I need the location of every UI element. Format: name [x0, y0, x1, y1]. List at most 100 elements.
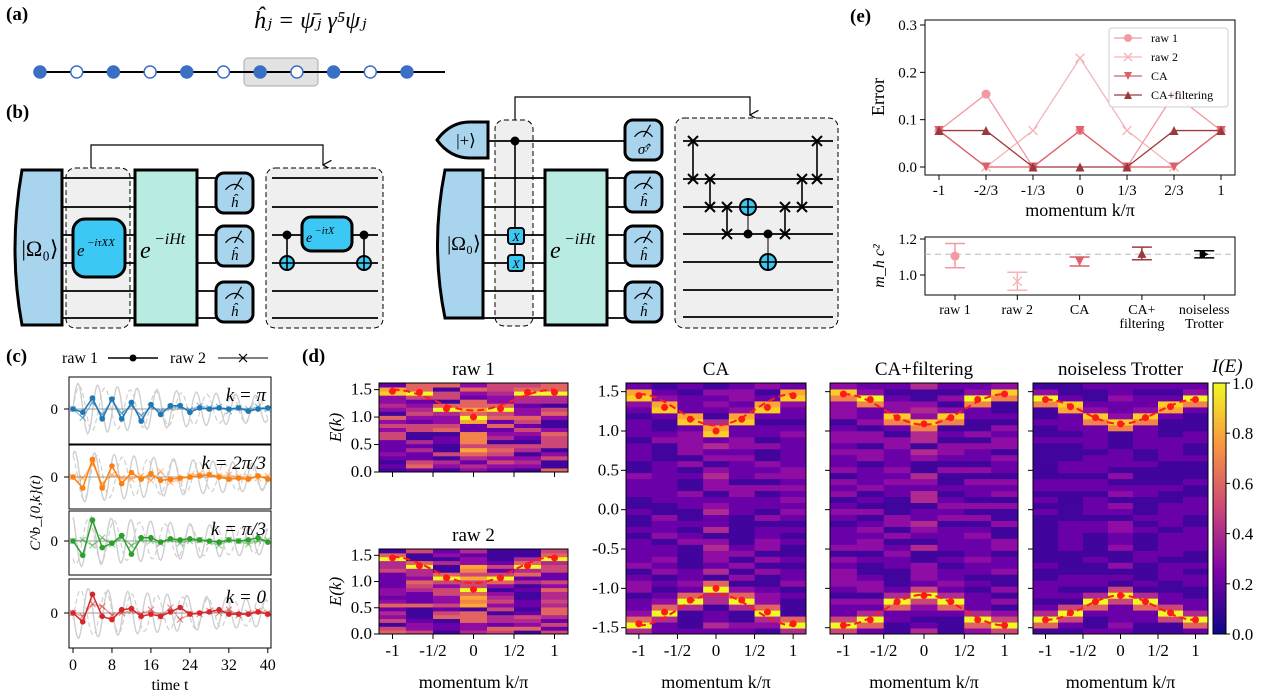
heatmap-cell — [703, 580, 730, 587]
raw1-point — [79, 485, 86, 491]
colorbar-tick-label: 0.2 — [1232, 575, 1253, 594]
raw1-point — [128, 605, 135, 612]
dispersion-point — [524, 388, 532, 396]
heatmap-cell — [910, 442, 938, 450]
x-tick-label: 0 — [712, 641, 721, 660]
heatmap-cell — [406, 556, 434, 562]
heatmap-cell — [937, 478, 965, 486]
heatmap-cell — [651, 604, 678, 611]
heatmap-cell — [1058, 616, 1084, 623]
heatmap-cell — [856, 568, 885, 575]
heatmap-cell — [1158, 412, 1184, 420]
y-axis-label: Error — [868, 78, 888, 116]
heatmap-cell — [406, 603, 434, 608]
heatmap-cell — [541, 572, 569, 577]
raw1-point — [99, 613, 106, 620]
heatmap-cell — [883, 568, 912, 575]
heatmap-cell — [1183, 556, 1209, 563]
heatmap-cell — [1183, 484, 1209, 492]
heatmap-cell — [1183, 568, 1209, 575]
heatmap-cell — [937, 544, 965, 551]
heatmap-cell — [991, 544, 1019, 551]
heatmap-cell — [780, 592, 807, 599]
heatmap-cell — [487, 443, 515, 449]
dispersion-point — [1066, 403, 1074, 411]
heatmap-cell — [1158, 496, 1184, 504]
y-tick-label: 0.0 — [351, 624, 372, 643]
heatmap-cell — [991, 460, 1019, 468]
dispersion-point — [389, 554, 396, 562]
heatmap-cell — [406, 455, 434, 461]
heatmap-cell — [883, 424, 912, 432]
heatmap-cell — [626, 383, 653, 390]
heatmap-cell — [1058, 490, 1084, 498]
heatmap-cell — [780, 424, 807, 432]
heatmap-cell — [964, 628, 992, 635]
dashed-box-expanded — [674, 117, 839, 329]
raw1-point — [128, 469, 135, 476]
heatmap-cell — [991, 383, 1019, 390]
heatmap-cell — [651, 580, 678, 587]
evolution-base: e — [550, 238, 561, 264]
heatmap-cell — [514, 622, 542, 627]
heatmap-cell — [964, 586, 992, 593]
heatmap-cell — [856, 430, 885, 438]
heatmap-cell — [964, 550, 992, 557]
heatmap-cell — [651, 442, 678, 450]
heatmap-cell — [651, 622, 678, 629]
category-label: noiseless — [1179, 303, 1230, 318]
heatmap-cell — [406, 568, 434, 573]
raw2-point — [176, 616, 184, 624]
heatmap-cell — [856, 610, 885, 617]
heatmap-cell — [460, 579, 488, 585]
heatmap-cell — [433, 606, 461, 612]
heatmap-cell — [1058, 526, 1084, 533]
raw1-point — [235, 611, 242, 617]
heatmap-cell — [433, 439, 461, 445]
x-axis-label: momentum k/π — [1066, 672, 1176, 692]
heatmap-cell — [1133, 460, 1159, 468]
heatmap-cell — [1058, 556, 1084, 563]
heatmap-cell — [830, 532, 858, 539]
heatmap-cell — [728, 424, 756, 432]
heatmap-cell — [856, 460, 885, 468]
heatmap-cell — [830, 592, 858, 599]
heatmap-cell — [754, 520, 781, 527]
heatmap-cell — [856, 514, 885, 521]
raw1-point — [148, 470, 154, 477]
heatmap-cell — [964, 442, 992, 450]
heatmap-cell — [830, 568, 858, 575]
heatmap-cell — [1083, 406, 1109, 414]
raw1-point — [128, 399, 135, 406]
heatmap-cell — [406, 383, 434, 388]
heatmap-cell — [433, 552, 461, 558]
heatmap-cell — [937, 460, 965, 468]
arrow-line — [90, 144, 323, 168]
heatmap-cell — [379, 568, 407, 573]
heatmap-cell — [651, 502, 678, 509]
heatmap-cell — [1133, 610, 1159, 617]
heatmap-cell — [703, 604, 730, 611]
mass-point-2: CA — [1069, 256, 1090, 318]
heatmap-cell — [1083, 610, 1109, 617]
heatmap-cell — [780, 496, 807, 504]
heatmap-cell — [677, 514, 704, 521]
error-point — [1075, 126, 1085, 136]
heatmap-cell — [780, 598, 807, 605]
heatmap-cell — [937, 574, 965, 581]
heatmap-cell — [1058, 466, 1084, 474]
heatmap-cell — [754, 484, 781, 492]
heatmap-cell — [883, 406, 912, 414]
heatmap-title: raw 1 — [452, 359, 495, 380]
heatmap-cell — [754, 394, 781, 402]
mass-marker — [1137, 248, 1147, 258]
heatmap-cell — [883, 466, 912, 474]
heatmap-cell — [460, 549, 488, 554]
heatmap-cell — [910, 430, 938, 438]
heatmap-cell — [406, 549, 434, 554]
heatmap-cell — [728, 466, 756, 474]
heatmap-cell — [541, 568, 569, 573]
heatmap-cell — [964, 604, 992, 611]
heatmap-cell — [937, 580, 965, 587]
x-axis-label: momentum k/π — [419, 672, 529, 692]
